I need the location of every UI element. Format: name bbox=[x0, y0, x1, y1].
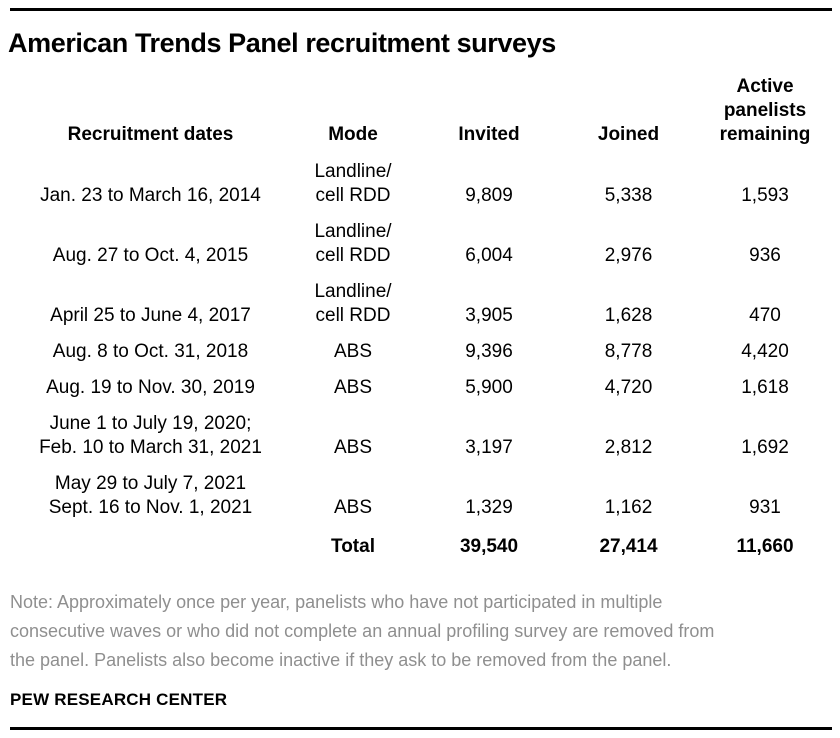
cell-mode: ABS bbox=[333, 437, 373, 458]
figure-note: Note: Approximately once per year, panel… bbox=[10, 588, 832, 675]
cell-invited: 9,396 bbox=[465, 341, 513, 362]
cell-recruitment-dates: May 29 to July 7, 2021 Sept. 16 to Nov. 1… bbox=[48, 473, 253, 518]
note-line: the panel. Panelists also become inactiv… bbox=[10, 650, 672, 670]
table-row: Aug. 27 to Oct. 4, 2015 Landline/cell RDD… bbox=[8, 214, 838, 274]
cell-mode: ABS bbox=[333, 341, 373, 362]
col-header-invited: Invited bbox=[458, 124, 520, 145]
cell-total-joined: 27,414 bbox=[599, 536, 658, 557]
cell-active-panelists-remaining: 1,692 bbox=[741, 437, 789, 458]
cell-mode: Landline/cell RDD bbox=[314, 161, 392, 206]
col-header-joined: Joined bbox=[597, 124, 660, 145]
cell-active-panelists-remaining: 936 bbox=[749, 245, 781, 266]
cell-total-label: Total bbox=[331, 536, 375, 557]
cell-mode: ABS bbox=[333, 497, 373, 518]
col-header-recruitment-dates: Recruitment dates bbox=[67, 124, 234, 145]
cell-invited: 5,900 bbox=[465, 377, 513, 398]
cell-active-panelists-remaining: 1,593 bbox=[741, 185, 789, 206]
cell-total-spacer bbox=[8, 526, 293, 565]
bottom-rule bbox=[10, 727, 832, 730]
table-row: April 25 to June 4, 2017 Landline/cell RD… bbox=[8, 274, 838, 334]
table-row: June 1 to July 19, 2020; Feb. 10 to March… bbox=[8, 406, 838, 466]
cell-active-panelists-remaining: 1,618 bbox=[741, 377, 789, 398]
cell-joined: 4,720 bbox=[604, 377, 653, 398]
cell-invited: 6,004 bbox=[465, 245, 513, 266]
cell-invited: 1,329 bbox=[465, 497, 513, 518]
cell-joined: 1,628 bbox=[604, 305, 653, 326]
cell-invited: 3,905 bbox=[465, 305, 513, 326]
cell-recruitment-dates: April 25 to June 4, 2017 bbox=[50, 305, 251, 326]
cell-active-panelists-remaining: 470 bbox=[749, 305, 781, 326]
cell-invited: 3,197 bbox=[465, 437, 513, 458]
cell-recruitment-dates: June 1 to July 19, 2020; Feb. 10 to March… bbox=[39, 413, 262, 458]
table-header-row: Recruitment dates Mode Invited Joined Active… bbox=[8, 69, 838, 154]
source-label: PEW RESEARCH CENTER bbox=[10, 690, 228, 709]
cell-total-invited: 39,540 bbox=[459, 536, 519, 557]
table-row: Aug. 8 to Oct. 31, 2018 ABS 9,396 8,778 4,42… bbox=[8, 334, 838, 370]
cell-invited: 9,809 bbox=[465, 185, 513, 206]
cell-joined: 2,812 bbox=[604, 437, 653, 458]
cell-joined: 1,162 bbox=[604, 497, 653, 518]
note-line: consecutive waves or who did not complet… bbox=[10, 621, 715, 641]
table-row: Jan. 23 to March 16, 2014 Landline/cell R… bbox=[8, 154, 838, 214]
cell-joined: 5,338 bbox=[604, 185, 653, 206]
top-rule bbox=[10, 8, 832, 11]
cell-mode: Landline/cell RDD bbox=[314, 221, 392, 266]
col-header-mode: Mode bbox=[328, 124, 378, 145]
cell-recruitment-dates: Jan. 23 to March 16, 2014 bbox=[40, 185, 261, 206]
table-total-row: Total 39,540 27,414 11,660 bbox=[8, 526, 838, 565]
table-row: May 29 to July 7, 2021 Sept. 16 to Nov. 1… bbox=[8, 466, 838, 526]
cell-mode: ABS bbox=[333, 377, 373, 398]
cell-total-active-panelists-remaining: 11,660 bbox=[736, 536, 794, 557]
cell-joined: 2,976 bbox=[604, 245, 653, 266]
note-line: Note: Approximately once per year, panel… bbox=[10, 592, 663, 612]
col-header-active-panelists-remaining: Active panelists remaining bbox=[719, 76, 811, 145]
table-row: Aug. 19 to Nov. 30, 2019 ABS 5,900 4,720 1,6… bbox=[8, 370, 838, 406]
cell-recruitment-dates: Aug. 19 to Nov. 30, 2019 bbox=[46, 377, 255, 398]
recruitment-table: Recruitment dates Mode Invited Joined Active… bbox=[8, 69, 838, 565]
cell-mode: Landline/cell RDD bbox=[314, 281, 392, 326]
cell-active-panelists-remaining: 931 bbox=[749, 497, 781, 518]
cell-recruitment-dates: Aug. 27 to Oct. 4, 2015 bbox=[52, 245, 249, 266]
figure-title: American Trends Panel recruitment survey… bbox=[8, 28, 556, 58]
cell-active-panelists-remaining: 4,420 bbox=[741, 341, 789, 362]
cell-recruitment-dates: Aug. 8 to Oct. 31, 2018 bbox=[52, 341, 249, 362]
cell-joined: 8,778 bbox=[604, 341, 653, 362]
